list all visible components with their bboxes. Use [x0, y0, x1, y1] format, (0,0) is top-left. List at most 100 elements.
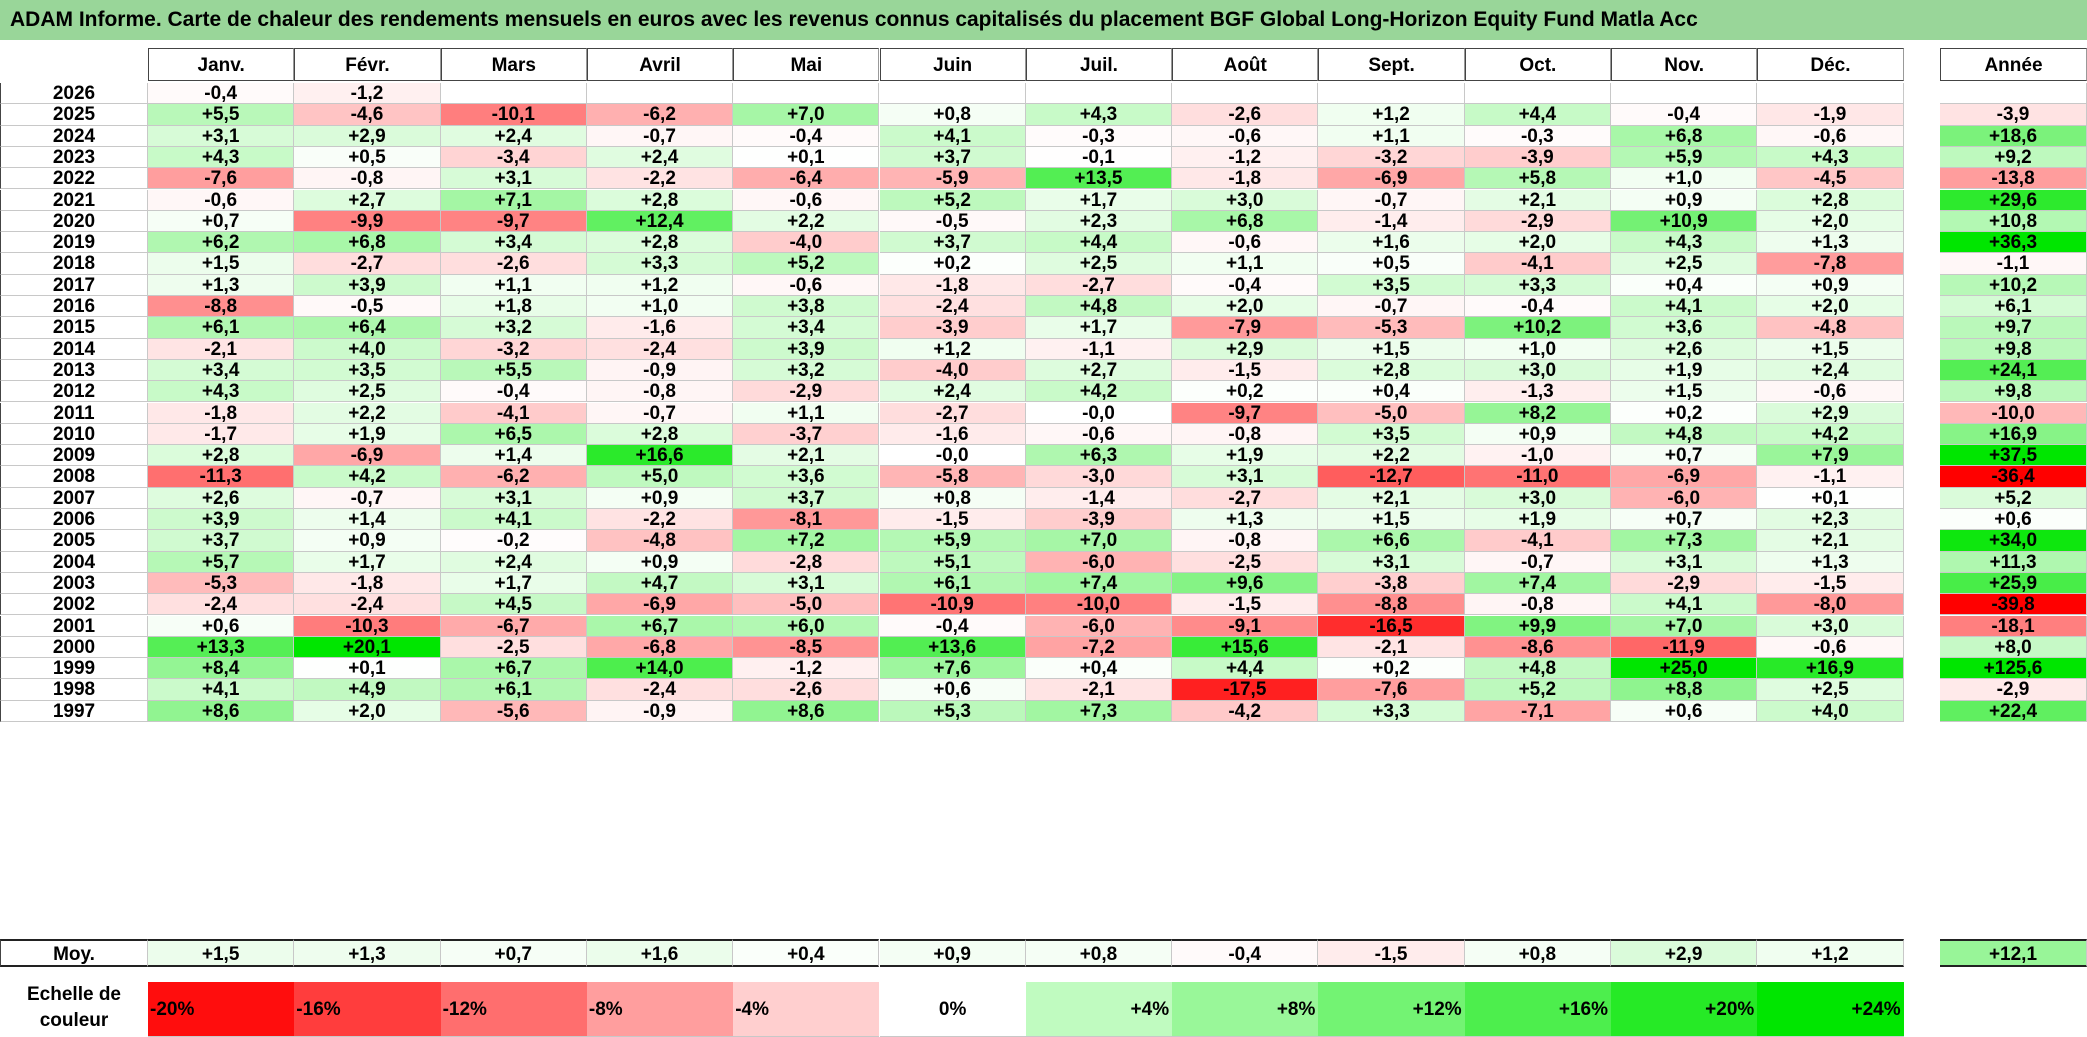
heatmap-cell: -7,6 — [148, 168, 295, 190]
row-year-label: 2010 — [0, 423, 148, 446]
heatmap-cell: +7,6 — [879, 658, 1026, 680]
heatmap-cell: +3,7 — [733, 487, 880, 509]
heatmap-cell: +7,4 — [1025, 572, 1173, 595]
heatmap-cell: -2,7 — [1172, 487, 1319, 509]
heatmap-cell: +0,9 — [1464, 423, 1611, 446]
heatmap-cell: +6,0 — [733, 615, 880, 637]
row-year-label: 2021 — [0, 189, 148, 211]
heatmap-cell: +7,2 — [733, 530, 880, 552]
heatmap-cell: -0,4 — [148, 83, 295, 105]
heatmap-cell: -10,9 — [879, 594, 1026, 616]
annual-cell: +9,2 — [1940, 146, 2087, 169]
row-year-label: 2019 — [0, 232, 148, 254]
heatmap-cell: -7,6 — [1318, 679, 1465, 701]
heatmap-cell: -4,8 — [1757, 317, 1904, 339]
heatmap-cell: +5,3 — [879, 700, 1026, 722]
heatmap-cell: -5,3 — [148, 572, 295, 595]
column-header: Mars — [440, 48, 587, 81]
heatmap-cell: +0,1 — [1757, 487, 1904, 509]
heatmap-cell: -2,4 — [294, 594, 441, 616]
heatmap-cell: +0,4 — [1025, 658, 1173, 680]
average-cell: +1,5 — [148, 939, 295, 967]
heatmap-cell: +5,2 — [733, 253, 880, 275]
heatmap-cell: -0,6 — [148, 189, 295, 211]
heatmap-cell: +3,3 — [1318, 700, 1465, 722]
heatmap-cell: -3,4 — [440, 146, 587, 169]
heatmap-cell: +1,7 — [1025, 189, 1173, 211]
heatmap-cell: +6,8 — [1172, 210, 1319, 233]
heatmap-cell: -4,1 — [440, 402, 587, 424]
heatmap-cell: +1,3 — [1757, 232, 1904, 254]
column-header-year: Année — [1940, 48, 2087, 81]
annual-cell: +10,8 — [1940, 210, 2087, 233]
heatmap-cell: -2,1 — [148, 338, 295, 360]
heatmap-cell: -0,1 — [1025, 146, 1173, 169]
heatmap-cell: +2,4 — [440, 551, 587, 573]
heatmap-cell: -16,5 — [1318, 615, 1465, 637]
heatmap-cell: -7,2 — [1025, 636, 1173, 659]
heatmap-cell: +3,7 — [879, 146, 1026, 169]
heatmap-cell: +0,2 — [1611, 402, 1758, 424]
heatmap-cell: -2,6 — [1172, 104, 1319, 126]
heatmap-cell: +2,4 — [586, 146, 734, 169]
heatmap-cell: +7,3 — [1025, 700, 1173, 722]
heatmap-cell: -0,4 — [1464, 296, 1611, 318]
heatmap-cell: -2,9 — [1611, 572, 1758, 595]
heatmap-cell: +0,9 — [586, 487, 734, 509]
scale-swatch: -16% — [294, 982, 441, 1037]
heatmap-cell: -0,9 — [586, 700, 734, 722]
heatmap-cell: +1,4 — [294, 509, 441, 531]
heatmap-cell: -1,8 — [1172, 168, 1319, 190]
average-cell: -0,4 — [1172, 939, 1319, 967]
heatmap-cell: +4,3 — [1757, 146, 1904, 169]
heatmap-cell: +1,6 — [1318, 232, 1465, 254]
row-year-label: 2024 — [0, 125, 148, 147]
row-year-label: 2003 — [0, 572, 148, 595]
heatmap-cell: -4,5 — [1757, 168, 1904, 190]
heatmap-cell: +3,4 — [440, 232, 587, 254]
heatmap-cell: -4,0 — [879, 359, 1026, 382]
heatmap-cell: +13,6 — [879, 636, 1026, 659]
heatmap-cell: -0,3 — [1464, 125, 1611, 147]
heatmap-cell: -1,4 — [1318, 210, 1465, 233]
heatmap-cell: -0,7 — [586, 402, 734, 424]
heatmap-cell: -1,8 — [294, 572, 441, 595]
heatmap-cell: +6,6 — [1318, 530, 1465, 552]
heatmap-cell: -6,9 — [294, 445, 441, 467]
heatmap-cell: -0,4 — [733, 125, 880, 147]
annual-cell: +37,5 — [1940, 445, 2087, 467]
heatmap-cell: -8,6 — [1464, 636, 1611, 659]
scale-label: Echelle de couleur — [27, 984, 121, 1031]
annual-cell: -36,4 — [1940, 466, 2087, 488]
annual-cell — [1940, 83, 2087, 105]
heatmap-cell: -2,6 — [440, 253, 587, 275]
heatmap-cell: +7,9 — [1757, 445, 1904, 467]
heatmap-cell: +1,5 — [1318, 338, 1465, 360]
annual-cell: -1,1 — [1940, 253, 2087, 275]
heatmap-cell: -0,9 — [586, 359, 734, 382]
heatmap-cell: +3,1 — [440, 168, 587, 190]
heatmap-cell: -6,9 — [1611, 466, 1758, 488]
annual-cell: +36,3 — [1940, 232, 2087, 254]
heatmap-cell: -1,8 — [879, 274, 1026, 296]
heatmap-cell: +1,3 — [1172, 509, 1319, 531]
annual-cell: +11,3 — [1940, 551, 2087, 573]
row-year-label: 2017 — [0, 274, 148, 296]
heatmap-cell: +9,9 — [1464, 615, 1611, 637]
heatmap-cell — [1318, 83, 1465, 105]
heatmap-cell: -8,0 — [1757, 594, 1904, 616]
heatmap-cell: +5,5 — [440, 359, 587, 382]
heatmap-cell: +1,0 — [1611, 168, 1758, 190]
heatmap-cell: -2,4 — [586, 679, 734, 701]
scale-swatch: -20% — [148, 982, 295, 1037]
heatmap-cell: -0,5 — [294, 296, 441, 318]
heatmap-cell: +2,3 — [1025, 210, 1173, 233]
row-year-label: 2016 — [0, 296, 148, 318]
heatmap-cell: +2,8 — [586, 423, 734, 446]
heatmap-cell: -1,5 — [879, 509, 1026, 531]
heatmap-cell — [1611, 83, 1758, 105]
heatmap-cell: -3,2 — [440, 338, 587, 360]
annual-cell: -18,1 — [1940, 615, 2087, 637]
heatmap-cell: -3,8 — [1318, 572, 1465, 595]
heatmap-cell: -3,9 — [1025, 509, 1173, 531]
